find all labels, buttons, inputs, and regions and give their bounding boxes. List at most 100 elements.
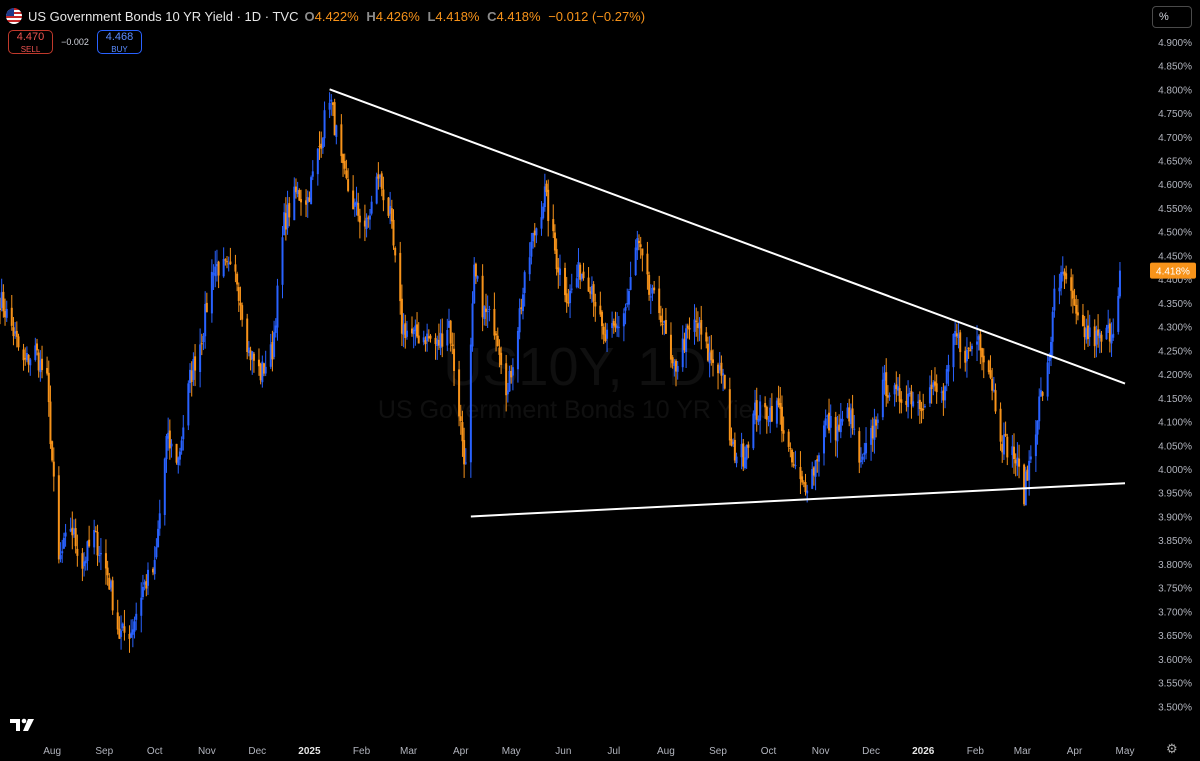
time-tick-label: Apr — [1067, 746, 1083, 757]
candle-body — [311, 171, 314, 177]
candle-body — [705, 332, 708, 342]
candle-body — [239, 302, 242, 306]
candle-body — [83, 561, 86, 567]
candle-body — [424, 340, 427, 345]
candle-body — [646, 253, 649, 275]
candle-body — [190, 370, 193, 382]
candle-body — [276, 285, 279, 328]
candle-body — [792, 464, 795, 466]
price-tick-label: 3.550% — [1158, 679, 1192, 690]
candle-body — [177, 457, 180, 466]
price-tick-label: 4.200% — [1158, 370, 1192, 381]
candle-body — [167, 432, 170, 439]
watermark-symbol: US10Y, 1D — [443, 337, 706, 397]
candle-body — [676, 366, 679, 372]
candle-body — [740, 444, 743, 458]
candle-body — [802, 482, 805, 484]
candle-body — [775, 400, 778, 424]
candle-body — [422, 337, 425, 343]
candle-body — [653, 287, 656, 291]
candle-body — [695, 320, 698, 322]
candle-body — [152, 568, 155, 573]
candle-body — [1001, 443, 1004, 453]
candle-body — [1100, 334, 1103, 342]
candle-body — [614, 323, 617, 328]
candle-body — [555, 249, 558, 270]
candle-body — [99, 552, 102, 555]
gear-icon[interactable]: ⚙ — [1166, 741, 1178, 756]
candle-body — [616, 325, 619, 329]
candles-layer — [0, 92, 1121, 653]
candle-body — [565, 293, 568, 303]
time-tick-label: Nov — [812, 746, 830, 757]
sell-label: SELL — [20, 45, 41, 54]
candle-body — [4, 311, 7, 318]
candle-body — [688, 327, 691, 330]
candle-body — [742, 443, 745, 467]
candle-body — [25, 352, 28, 361]
candle-body — [306, 196, 309, 203]
price-axis[interactable]: 4.900% 4.850% 4.800% 4.750% 4.700% 4.650% 4.60… — [1150, 38, 1196, 713]
price-tick-label: 4.600% — [1158, 180, 1192, 191]
candle-body — [34, 345, 37, 360]
candle-body — [390, 208, 393, 222]
candle-body — [375, 176, 378, 204]
candle-body — [570, 288, 573, 290]
candle-body — [215, 264, 218, 267]
candle-body — [952, 333, 955, 368]
candle-body — [994, 390, 997, 412]
candle-body — [464, 462, 467, 464]
candle-body — [895, 384, 898, 390]
candle-body — [1029, 456, 1032, 460]
candle-body — [153, 560, 156, 575]
candle-body — [318, 145, 321, 147]
candle-body — [547, 189, 550, 221]
candle-body — [886, 395, 889, 398]
candle-body — [799, 466, 802, 480]
symbol-title[interactable]: US Government Bonds 10 YR Yield · 1D · T… — [28, 8, 299, 24]
candle-body — [871, 425, 874, 439]
candle-body — [283, 212, 286, 236]
candle-body — [510, 370, 513, 378]
candle-body — [200, 343, 203, 345]
price-tick-label: 4.500% — [1158, 228, 1192, 239]
candle-body — [439, 332, 442, 349]
price-tick-label: 4.850% — [1158, 62, 1192, 73]
time-tick-label: May — [1116, 746, 1135, 757]
candle-body — [180, 440, 183, 451]
time-axis[interactable]: Aug Sep Oct Nov Dec 2025 Feb Mar Apr May Jun Jul Aug… — [43, 746, 1134, 757]
candle-body — [759, 401, 762, 421]
candle-body — [863, 452, 866, 455]
candle-body — [426, 333, 429, 342]
candle-body — [930, 384, 933, 390]
price-tick-label: 3.600% — [1158, 655, 1192, 666]
candle-body — [316, 148, 319, 175]
trendlines-layer[interactable] — [329, 88, 1126, 518]
trendline-lower[interactable] — [470, 482, 1126, 518]
candle-body — [1112, 333, 1115, 338]
sell-button[interactable]: 4.470 SELL — [8, 30, 53, 54]
candle-body — [247, 347, 250, 354]
time-tick-label: Jul — [607, 746, 620, 757]
candle-body — [447, 320, 450, 328]
candle-body — [846, 407, 849, 418]
buy-button[interactable]: 4.468 BUY — [97, 30, 142, 54]
low-key: L — [427, 8, 436, 24]
candle-body — [611, 323, 614, 329]
candle-body — [288, 203, 291, 218]
candle-body — [178, 451, 181, 460]
percent-scale-button[interactable]: % — [1152, 6, 1192, 28]
open-key: O — [304, 8, 315, 24]
candle-body — [1051, 311, 1054, 342]
candle-body — [469, 344, 472, 463]
candle-body — [896, 386, 899, 391]
candle-body — [106, 567, 109, 576]
time-tick-label: Mar — [1014, 746, 1032, 757]
candle-body — [923, 406, 926, 408]
open-value: 4.422% — [314, 8, 359, 24]
trendline-upper[interactable] — [329, 88, 1126, 385]
candle-body — [300, 199, 303, 203]
candle-body — [367, 217, 370, 219]
tradingview-logo[interactable] — [10, 717, 36, 733]
